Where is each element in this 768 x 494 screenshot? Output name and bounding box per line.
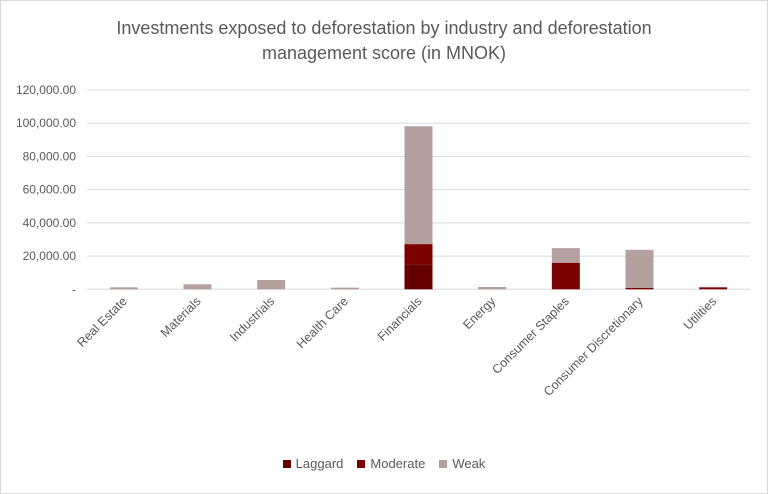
bar-weak — [404, 126, 433, 245]
bar-moderate — [699, 287, 728, 290]
y-tick-label: 80,000.00 — [23, 149, 77, 163]
chart-title: Investments exposed to deforestation by … — [0, 16, 768, 66]
x-tick-label: Consumer Staples — [489, 294, 572, 377]
x-tick-label: Materials — [158, 294, 204, 340]
bar-laggard — [404, 264, 433, 290]
bar-moderate — [404, 244, 433, 265]
y-tick-label: 120,000.00 — [16, 83, 76, 97]
legend-swatch — [357, 459, 366, 468]
bar-weak — [551, 248, 580, 263]
y-tick-label: 60,000.00 — [23, 183, 77, 197]
bar-weak — [109, 287, 138, 290]
x-tick-label: Energy — [460, 294, 498, 332]
bar-weak — [183, 284, 212, 290]
legend-item: Moderate — [357, 456, 425, 471]
x-tick-label: Financials — [375, 294, 425, 344]
legend-swatch — [439, 459, 448, 468]
chart-title-line-2: management score (in MNOK) — [261, 43, 507, 63]
legend-item: Laggard — [282, 456, 344, 471]
y-tick-label: - — [72, 282, 76, 296]
legend-label: Laggard — [295, 456, 344, 471]
chart-title-line-1: Investments exposed to deforestation by … — [116, 18, 652, 38]
legend: Laggard Moderate Weak — [0, 456, 768, 471]
legend-label: Moderate — [370, 456, 426, 471]
y-tick-label: 100,000.00 — [16, 116, 76, 130]
legend-item: Weak — [439, 456, 485, 471]
y-tick-label: 40,000.00 — [23, 216, 77, 230]
x-tick-label: Industrials — [227, 294, 277, 344]
bar-weak — [330, 287, 359, 290]
bar-weak — [257, 279, 286, 290]
bar-weak — [625, 249, 654, 288]
x-tick-label: Health Care — [294, 294, 351, 351]
legend-label: Weak — [452, 456, 486, 471]
y-tick-label: 20,000.00 — [23, 249, 77, 263]
x-tick-label: Utilities — [681, 294, 719, 332]
bar-weak — [478, 286, 507, 290]
x-tick-label: Real Estate — [74, 294, 130, 350]
legend-swatch — [282, 459, 291, 468]
bar-moderate — [551, 262, 580, 290]
bar-moderate — [625, 287, 654, 290]
